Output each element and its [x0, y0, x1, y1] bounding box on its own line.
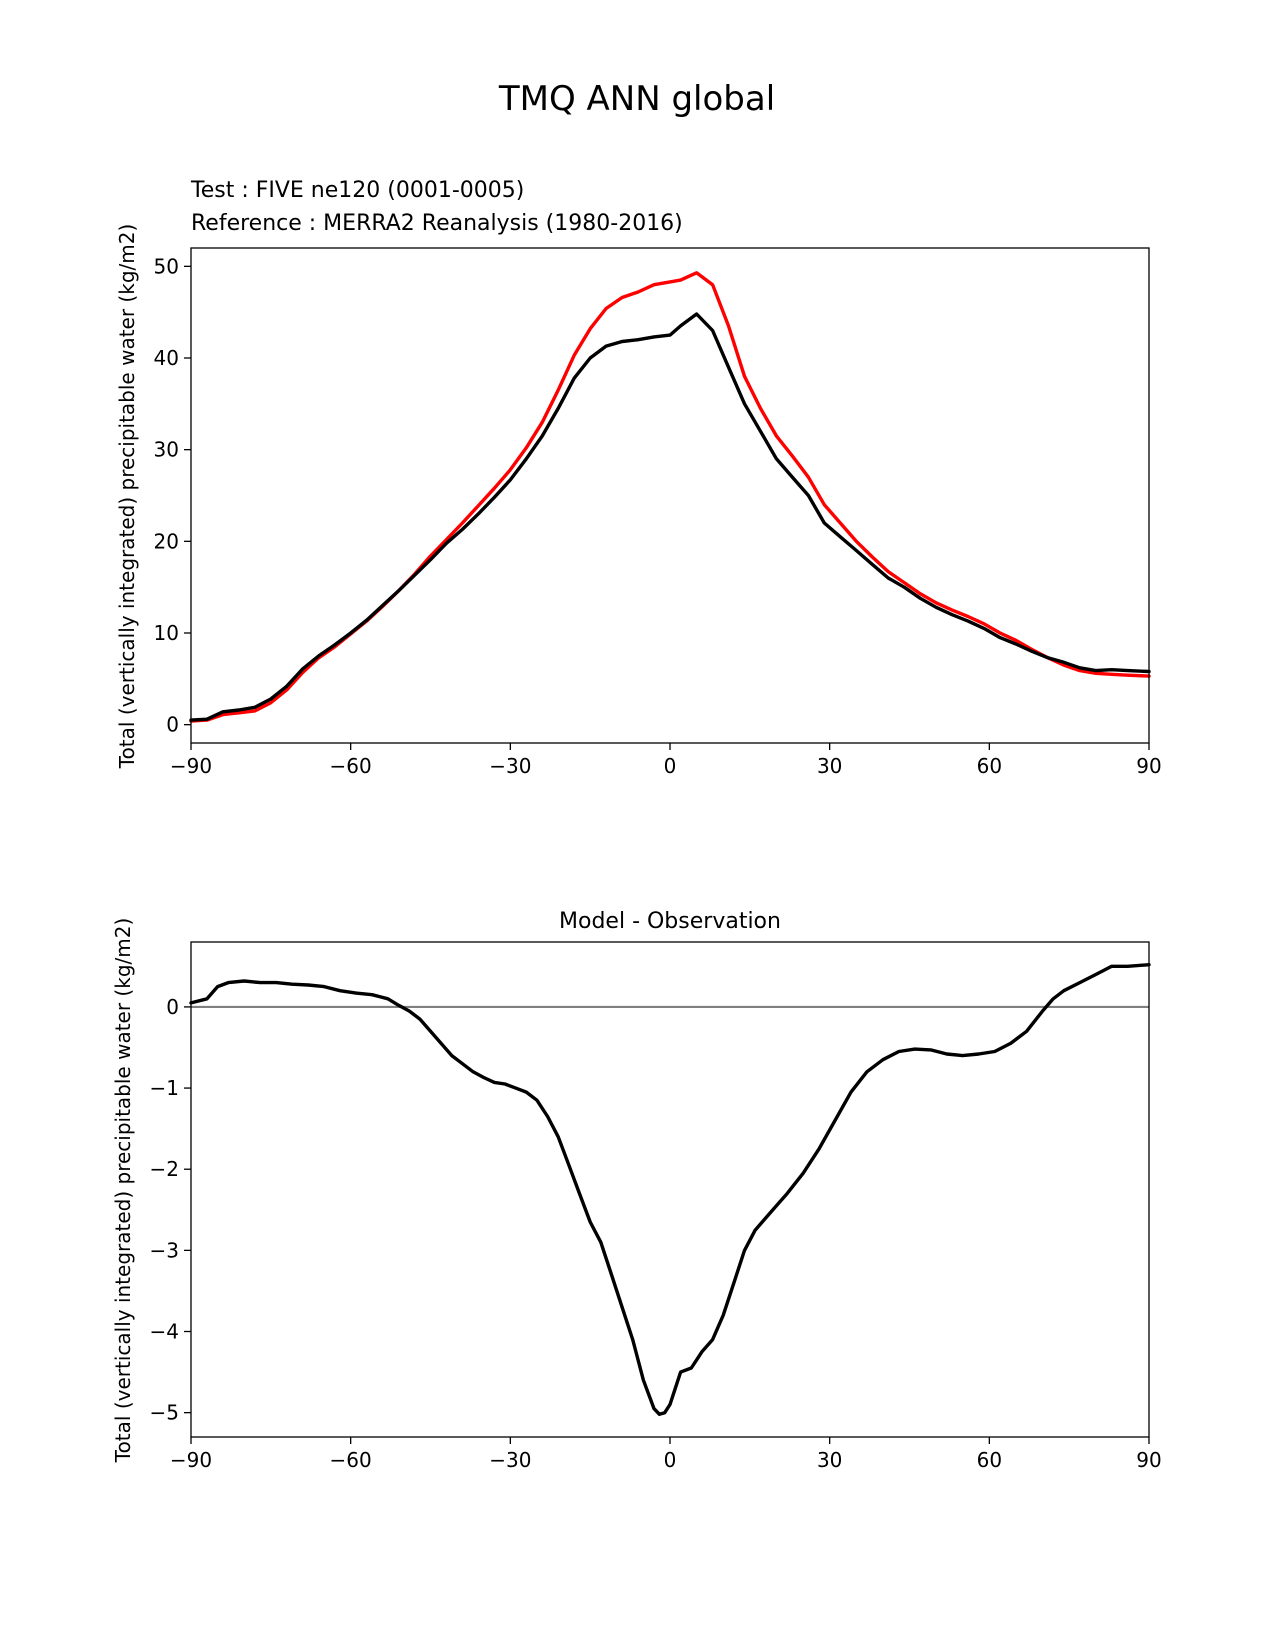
series-line-0 — [189, 963, 1151, 1417]
x-tick-label: −30 — [489, 1448, 531, 1472]
y-tick-label: 20 — [154, 529, 179, 553]
y-tick-label: 0 — [166, 713, 179, 737]
x-tick-label: −60 — [330, 1448, 372, 1472]
y-tick-label: 40 — [154, 346, 179, 370]
x-tick-label: 60 — [977, 754, 1002, 778]
x-tick-label: −60 — [330, 754, 372, 778]
top-plot-frame — [190, 247, 1150, 744]
figure-title: TMQ ANN global — [498, 79, 775, 119]
top-y-axis: 0 10 20 30 40 50 — [154, 254, 191, 737]
x-tick-label: 30 — [817, 1448, 842, 1472]
y-tick-label: 0 — [166, 995, 179, 1019]
series-line-0 — [189, 312, 1151, 722]
bottom-panel: Model - Observation −90 −60 −30 0 30 60 90 −5−… — [111, 909, 1162, 1472]
bottom-y-axis-label: Total (vertically integrated) precipitab… — [111, 918, 135, 1464]
top-y-axis-label: Total (vertically integrated) precipitab… — [115, 224, 139, 770]
x-tick-label: −30 — [489, 754, 531, 778]
y-tick-label: 30 — [154, 438, 179, 462]
x-tick-label: −90 — [170, 754, 212, 778]
y-tick-label: −1 — [150, 1076, 179, 1100]
x-tick-label: 90 — [1136, 1448, 1161, 1472]
bottom-x-axis: −90 −60 −30 0 30 60 90 — [170, 1437, 1162, 1472]
y-tick-label: 50 — [154, 254, 179, 278]
difference-title: Model - Observation — [559, 909, 781, 934]
test-title: Test : FIVE ne120 (0001-0005) — [190, 178, 524, 203]
y-tick-label: −2 — [150, 1157, 179, 1181]
y-tick-label: −4 — [150, 1320, 179, 1344]
bottom-y-axis: −5 −4 −3 −2 −1 0 — [150, 995, 191, 1425]
x-tick-label: 30 — [817, 754, 842, 778]
x-tick-label: 90 — [1136, 754, 1161, 778]
y-tick-label: −5 — [150, 1401, 179, 1425]
x-tick-label: −90 — [170, 1448, 212, 1472]
bottom-plot-frame — [190, 941, 1150, 1438]
reference-title: Reference : MERRA2 Reanalysis (1980-2016… — [191, 211, 683, 236]
top-plot-area — [189, 271, 1151, 723]
top-panel: Test : FIVE ne120 (0001-0005) Reference … — [115, 178, 1162, 778]
x-tick-label: 0 — [664, 1448, 677, 1472]
x-tick-label: 0 — [664, 754, 677, 778]
series-line-1 — [189, 271, 1151, 723]
x-tick-label: 60 — [977, 1448, 1002, 1472]
y-tick-label: 10 — [154, 621, 179, 645]
bottom-plot-area — [189, 963, 1151, 1417]
top-x-axis: −90 −60 −30 0 30 60 90 — [170, 743, 1162, 778]
y-tick-label: −3 — [150, 1238, 179, 1262]
